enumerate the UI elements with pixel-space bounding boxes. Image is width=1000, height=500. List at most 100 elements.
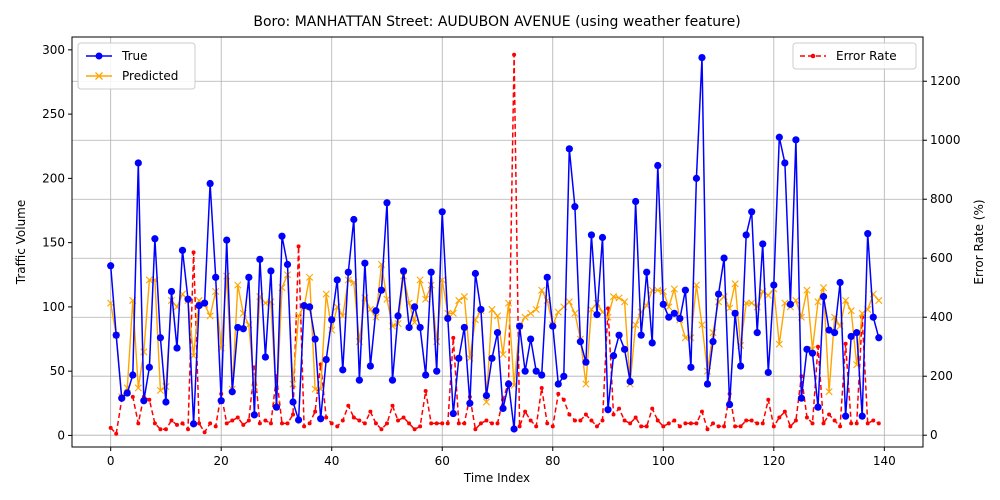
predicted-point xyxy=(858,309,866,317)
error-rate-point xyxy=(871,418,876,423)
error-rate-point xyxy=(744,418,749,423)
true-point xyxy=(720,254,728,262)
true-point xyxy=(748,208,756,216)
true-point xyxy=(814,403,822,411)
predicted-point xyxy=(670,285,678,293)
true-point xyxy=(245,273,253,281)
error-rate-point xyxy=(362,421,367,426)
true-point xyxy=(858,412,866,420)
true-point xyxy=(239,325,247,333)
error-rate-point xyxy=(655,418,660,423)
error-rate-point xyxy=(335,424,340,429)
error-rate-point xyxy=(489,421,494,426)
true-point xyxy=(549,322,557,330)
true-point xyxy=(853,329,861,337)
true-point xyxy=(604,406,612,414)
true-point xyxy=(383,199,391,207)
true-point xyxy=(173,344,181,352)
true-point xyxy=(687,363,695,371)
true-point xyxy=(184,295,192,303)
error-rate-point xyxy=(246,418,251,423)
true-point xyxy=(842,412,850,420)
true-point xyxy=(206,179,214,188)
predicted-point xyxy=(250,384,258,392)
predicted-point xyxy=(306,273,314,281)
error-rate-point xyxy=(766,397,771,402)
true-point xyxy=(637,331,645,339)
true-point xyxy=(134,159,142,167)
true-point xyxy=(582,358,590,366)
true-point xyxy=(471,269,479,278)
error-rate-point xyxy=(440,421,445,426)
error-rate-point xyxy=(429,421,434,426)
true-point xyxy=(167,287,176,296)
y-axis-label: Traffic Volume xyxy=(14,200,28,286)
error-rate-point xyxy=(711,421,716,426)
predicted-point xyxy=(714,298,723,306)
predicted-point xyxy=(615,294,623,302)
error-rate-point xyxy=(633,415,638,420)
true-point xyxy=(731,309,739,317)
true-point xyxy=(620,345,629,353)
error-rate-point xyxy=(418,424,423,429)
true-point xyxy=(123,389,131,397)
true-point xyxy=(770,281,778,289)
true-point xyxy=(825,326,833,334)
true-point xyxy=(499,404,507,413)
predicted-point xyxy=(411,318,419,326)
true-point xyxy=(714,290,723,298)
true-point xyxy=(178,246,187,254)
true-point xyxy=(598,233,607,242)
true-point xyxy=(322,356,330,364)
true-point xyxy=(145,363,153,371)
error-rate-point xyxy=(639,424,644,429)
predicted-point xyxy=(383,295,391,303)
error-rate-point xyxy=(296,244,301,249)
error-rate-point xyxy=(733,424,738,429)
predicted-point xyxy=(134,384,142,392)
predicted-point xyxy=(140,348,148,356)
predicted-point xyxy=(775,340,783,348)
true-point xyxy=(129,371,137,379)
true-point xyxy=(283,260,292,269)
error-rate-point xyxy=(534,424,539,429)
true-point xyxy=(156,334,165,342)
true-point xyxy=(803,345,811,353)
true-point xyxy=(830,329,839,337)
true-point xyxy=(438,208,446,216)
error-rate-point xyxy=(307,421,312,426)
true-point xyxy=(737,362,745,370)
true-point xyxy=(670,309,678,317)
error-rate-point xyxy=(644,424,649,429)
legend-error-marker xyxy=(810,53,816,59)
true-point xyxy=(571,203,579,211)
error-rate-point xyxy=(484,418,489,423)
true-point xyxy=(819,293,828,301)
true-point xyxy=(405,323,413,332)
true-point xyxy=(869,313,877,321)
true-point xyxy=(355,376,363,384)
true-point xyxy=(665,313,673,321)
true-point xyxy=(189,420,198,428)
y2-axis-label: Error Rate (%) xyxy=(972,199,986,284)
true-point xyxy=(648,339,656,347)
true-point xyxy=(372,307,380,315)
error-rate-point xyxy=(407,421,412,426)
error-rate-point xyxy=(473,427,478,432)
error-rate-point xyxy=(556,391,561,396)
predicted-point xyxy=(145,276,153,284)
predicted-point xyxy=(587,305,596,314)
true-point xyxy=(361,259,369,267)
predicted-point xyxy=(632,321,640,329)
true-point xyxy=(521,367,529,375)
true-point xyxy=(328,316,336,324)
predicted-point xyxy=(532,305,540,314)
predicted-point xyxy=(842,296,850,305)
error-rate-point xyxy=(163,427,168,432)
y2-tick-label: 600 xyxy=(930,251,953,265)
predicted-point xyxy=(234,281,242,289)
true-point xyxy=(366,362,375,370)
error-rate-point xyxy=(357,418,362,423)
error-rate-point xyxy=(263,418,268,423)
error-rate-point xyxy=(186,427,191,432)
